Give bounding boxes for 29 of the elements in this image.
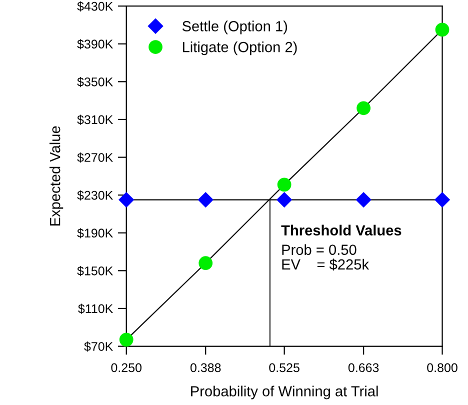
- x-tick-label: 0.250: [111, 363, 142, 372]
- point: [198, 256, 213, 270]
- y-tick-label: $190K: [77, 228, 114, 238]
- point: [434, 192, 450, 208]
- legend-label: Litigate (Option 2): [182, 42, 297, 56]
- point: [277, 178, 292, 192]
- y-tick-label: $430K: [77, 1, 114, 12]
- y-tick-label: $230K: [77, 190, 114, 200]
- point: [276, 192, 292, 208]
- x-tick-label: 0.800: [427, 363, 458, 372]
- x-tick-label: 0.388: [190, 363, 221, 372]
- point: [435, 22, 450, 37]
- x-tick-label: 0.525: [269, 363, 300, 372]
- point: [356, 192, 372, 208]
- legend-label: Settle (Option 1): [182, 20, 288, 34]
- y-tick-label: $350K: [77, 76, 114, 88]
- y-tick-label: $150K: [77, 266, 114, 276]
- y-tick-label: $270K: [77, 152, 114, 163]
- y-axis-title: Expected Value: [50, 126, 64, 226]
- point: [198, 192, 214, 208]
- y-tick-label: $390K: [77, 39, 114, 50]
- y-tick-label: $70K: [84, 342, 114, 352]
- x-tick-label: 0.663: [348, 363, 379, 372]
- y-tick-label: $110K: [78, 304, 114, 314]
- point: [356, 101, 371, 116]
- annotation: Threshold Values Prob = 0.50 EV = $225k: [281, 224, 402, 270]
- y-tick-label: $310K: [77, 114, 114, 125]
- point: [118, 192, 134, 208]
- x-axis-title: Probability of Winning at Trial: [191, 386, 378, 400]
